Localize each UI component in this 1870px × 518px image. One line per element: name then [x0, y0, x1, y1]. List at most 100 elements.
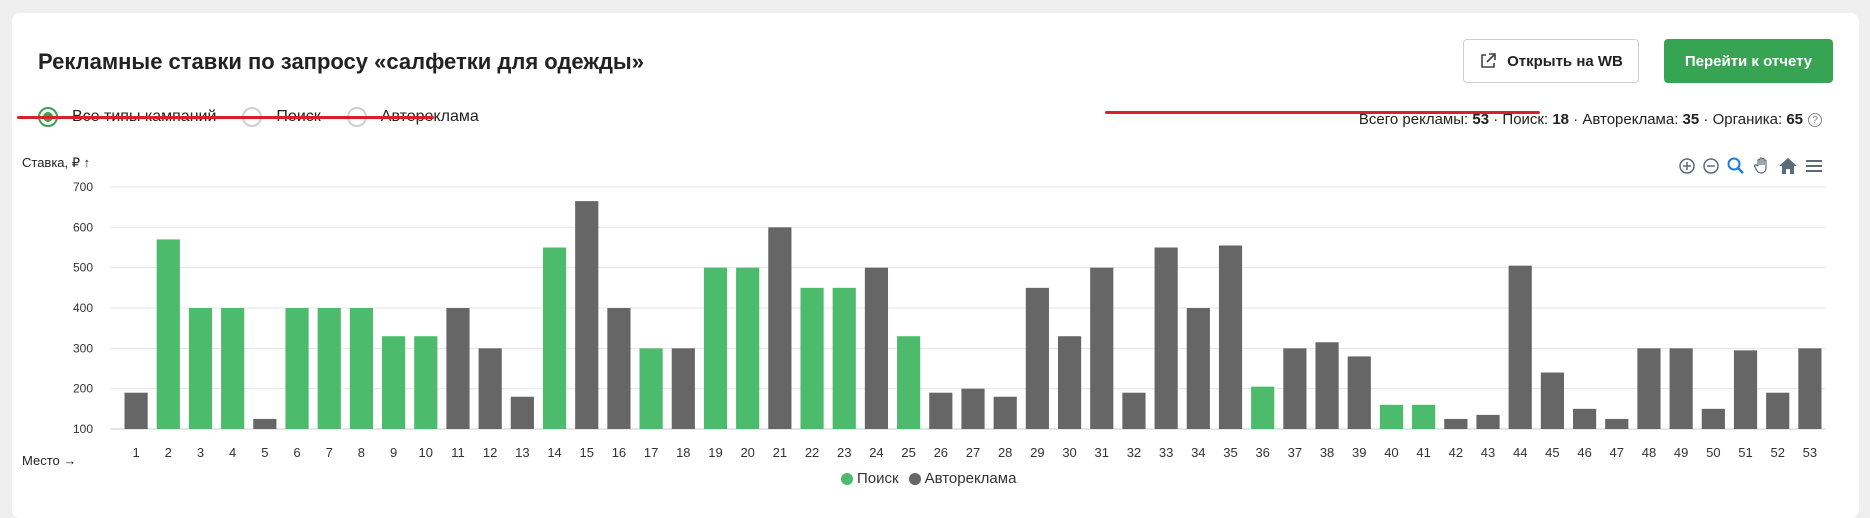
x-tick-label: 43 [1481, 445, 1495, 460]
x-tick-label: 24 [869, 445, 883, 460]
x-tick-label: 45 [1545, 445, 1559, 460]
bar-auto[interactable] [1605, 418, 1629, 429]
bar-search[interactable] [639, 348, 663, 429]
x-tick-label: 46 [1577, 445, 1591, 460]
y-tick-label: 500 [73, 261, 93, 275]
bar-search[interactable] [156, 239, 180, 429]
bar-auto[interactable] [1637, 348, 1661, 429]
bar-search[interactable] [736, 267, 760, 429]
bar-auto[interactable] [1733, 350, 1758, 429]
bar-search[interactable] [703, 267, 728, 429]
bar-search[interactable] [285, 308, 309, 429]
zoom-out-icon[interactable] [1702, 157, 1720, 175]
x-tick-label: 48 [1642, 445, 1656, 460]
bar-auto[interactable] [1476, 414, 1500, 429]
help-icon[interactable]: ? [1808, 112, 1822, 127]
stat-total-value: 53 [1472, 111, 1490, 128]
separator: · [1493, 111, 1499, 128]
x-axis-label: Место → [22, 453, 76, 468]
x-tick-label: 10 [419, 445, 433, 460]
y-tick-label: 700 [73, 180, 93, 194]
legend-label-search: Поиск [857, 470, 899, 487]
bar-auto[interactable] [1669, 348, 1693, 429]
bar-auto[interactable] [1315, 342, 1339, 429]
bar-auto[interactable] [1283, 348, 1307, 429]
bar-search[interactable] [1251, 386, 1275, 429]
bar-auto[interactable] [124, 392, 148, 429]
bar-search[interactable] [382, 336, 406, 429]
bar-auto[interactable] [510, 396, 534, 429]
bar-search[interactable] [832, 287, 856, 429]
x-tick-label: 14 [547, 445, 561, 460]
bar-auto[interactable] [1347, 356, 1371, 429]
x-tick-label: 33 [1159, 445, 1173, 460]
chart-legend: Поиск Автореклама [841, 470, 1026, 487]
x-tick-label: 29 [1030, 445, 1044, 460]
bar-auto[interactable] [1444, 418, 1468, 429]
bar-auto[interactable] [607, 308, 631, 429]
bar-auto[interactable] [768, 227, 792, 429]
x-tick-label: 52 [1770, 445, 1784, 460]
bar-auto[interactable] [1540, 372, 1564, 429]
bar-auto[interactable] [993, 396, 1017, 429]
bar-auto[interactable] [1798, 348, 1822, 429]
bar-auto[interactable] [929, 392, 953, 429]
x-tick-label: 30 [1062, 445, 1076, 460]
bar-auto[interactable] [671, 348, 695, 429]
bar-auto[interactable] [1025, 287, 1049, 429]
zoom-select-icon[interactable] [1726, 156, 1746, 176]
report-label: Перейти к отчету [1684, 52, 1813, 70]
bar-auto[interactable] [1766, 392, 1790, 429]
bar-auto[interactable] [1090, 267, 1114, 429]
legend-dot-search [841, 472, 853, 485]
bar-search[interactable] [1412, 404, 1436, 429]
page-title: Рекламные ставки по запросу «салфетки дл… [38, 49, 644, 74]
y-tick-label: 300 [73, 341, 93, 355]
bar-auto[interactable] [1122, 392, 1146, 429]
bar-auto[interactable] [478, 348, 502, 429]
bar-search[interactable] [188, 308, 213, 429]
chart-bars [124, 201, 1822, 430]
bar-auto[interactable] [1508, 265, 1532, 429]
bar-search[interactable] [542, 247, 567, 430]
go-to-report-button[interactable]: Перейти к отчету [1664, 39, 1833, 83]
bar-auto[interactable] [1154, 247, 1178, 430]
y-tick-label: 200 [73, 382, 93, 396]
bar-auto[interactable] [1057, 336, 1082, 429]
x-tick-label: 11 [451, 445, 465, 460]
bar-auto[interactable] [1186, 308, 1210, 429]
bar-search[interactable] [317, 308, 341, 429]
menu-icon[interactable] [1804, 157, 1824, 175]
bar-search[interactable] [800, 287, 824, 429]
bar-search[interactable] [414, 336, 438, 429]
x-tick-label: 49 [1674, 445, 1688, 460]
legend-item-auto[interactable]: Автореклама [908, 470, 1016, 487]
y-tick-label: 600 [73, 220, 93, 234]
x-tick-label: 40 [1384, 445, 1398, 460]
bar-auto[interactable] [1701, 408, 1725, 429]
x-tick-label: 22 [805, 445, 819, 460]
x-tick-label: 32 [1127, 445, 1141, 460]
bar-search[interactable] [1379, 404, 1404, 429]
bar-auto[interactable] [961, 388, 985, 429]
bar-search[interactable] [349, 308, 374, 429]
bar-auto[interactable] [1572, 408, 1597, 429]
x-tick-label: 15 [580, 445, 594, 460]
bar-auto[interactable] [575, 201, 599, 429]
bar-auto[interactable] [1218, 245, 1243, 429]
bar-search[interactable] [897, 336, 921, 429]
open-wb-button[interactable]: Открыть на WB [1463, 39, 1639, 83]
legend-item-search[interactable]: Поиск [841, 470, 899, 487]
x-tick-label: 25 [901, 445, 915, 460]
zoom-in-icon[interactable] [1678, 157, 1696, 175]
y-axis-ticks: 100 200 300 400 500 600 700 [73, 180, 93, 436]
pan-hand-icon[interactable] [1752, 156, 1772, 176]
x-tick-label: 53 [1803, 445, 1817, 460]
x-tick-label: 3 [197, 445, 204, 460]
bar-auto[interactable] [446, 308, 470, 429]
home-icon[interactable] [1778, 157, 1798, 175]
x-tick-label: 35 [1223, 445, 1237, 460]
bar-auto[interactable] [253, 418, 277, 429]
bar-auto[interactable] [864, 267, 889, 429]
bar-search[interactable] [221, 308, 245, 429]
